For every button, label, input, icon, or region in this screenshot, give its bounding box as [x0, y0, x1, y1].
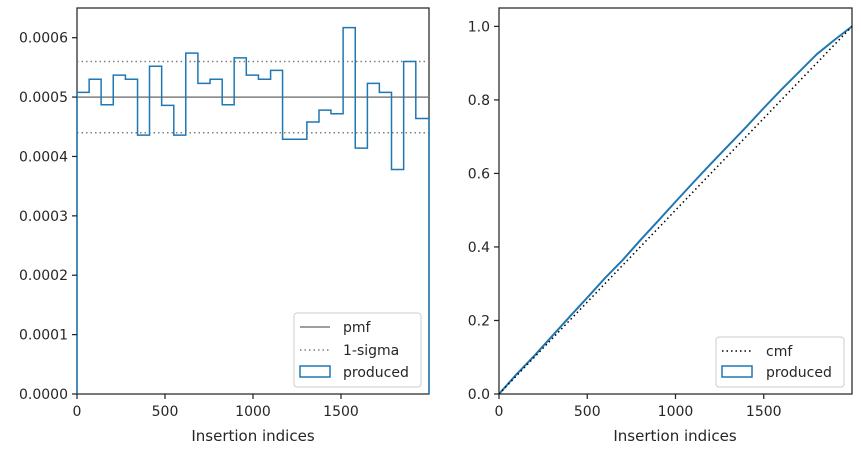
legend-produced-swatch-left [299, 365, 331, 378]
y-tick-label: 0.0000 [19, 387, 68, 403]
plot-marks-left [76, 26, 430, 394]
legend-produced-label-right: produced [766, 365, 832, 381]
y-tick-label: 0.0004 [19, 149, 68, 165]
legend-pmf-label: pmf [343, 320, 372, 336]
x-tick-label: 0 [495, 404, 504, 420]
pmf-histogram-panel: 0.0000 0.0001 0.0002 0.0003 0.0004 0.0005 0.00… [19, 7, 430, 445]
x-tick-label: 1500 [746, 404, 782, 420]
y-tick-label: 0.6 [468, 166, 490, 182]
legend-cmf-label: cmf [766, 344, 793, 360]
legend-box-left [293, 312, 422, 388]
x-tick-label: 1000 [235, 404, 271, 420]
x-tick-label: 1500 [323, 404, 359, 420]
y-tick-label: 0.0005 [19, 90, 68, 106]
y-tick-label: 0.0003 [19, 209, 68, 225]
y-tick-label: 0.0001 [19, 328, 68, 344]
y-tick-label: 0.0002 [19, 268, 68, 284]
x-axis-ticks-left: 0 500 1000 1500 [73, 394, 359, 420]
x-axis-ticks-right: 0 500 1000 1500 [495, 394, 782, 420]
x-tick-label: 0 [73, 404, 82, 420]
y-tick-label: 1.0 [468, 19, 490, 35]
produced-cumulative-line [498, 25, 853, 395]
legend-right: cmf produced [715, 336, 845, 388]
legend-left: pmf 1-sigma produced [293, 312, 422, 388]
y-tick-label: 0.0006 [19, 31, 68, 47]
legend-produced-swatch-right [721, 365, 753, 378]
y-tick-label: 0.8 [468, 93, 490, 109]
plot-marks-right [498, 25, 853, 395]
x-tick-label: 1000 [658, 404, 694, 420]
produced-histogram [76, 26, 430, 394]
x-axis-label-right: Insertion indices [613, 427, 736, 445]
y-tick-label: 0.4 [468, 240, 490, 256]
cmf-panel: 0.0 0.2 0.4 0.6 0.8 1.0 0 500 1000 1500 Insertio… [468, 7, 853, 445]
legend-produced-label-left: produced [343, 365, 409, 381]
x-tick-label: 500 [152, 404, 179, 420]
y-axis-ticks-right: 0.0 0.2 0.4 0.6 0.8 1.0 [468, 19, 499, 403]
y-tick-label: 0.2 [468, 313, 490, 329]
y-axis-ticks-left: 0.0000 0.0001 0.0002 0.0003 0.0004 0.0005 0.00… [19, 31, 77, 403]
y-tick-label: 0.0 [468, 387, 490, 403]
legend-box-right [715, 336, 845, 388]
x-tick-label: 500 [574, 404, 601, 420]
x-axis-label-left: Insertion indices [191, 427, 314, 445]
legend-1-sigma-label: 1-sigma [343, 343, 399, 359]
